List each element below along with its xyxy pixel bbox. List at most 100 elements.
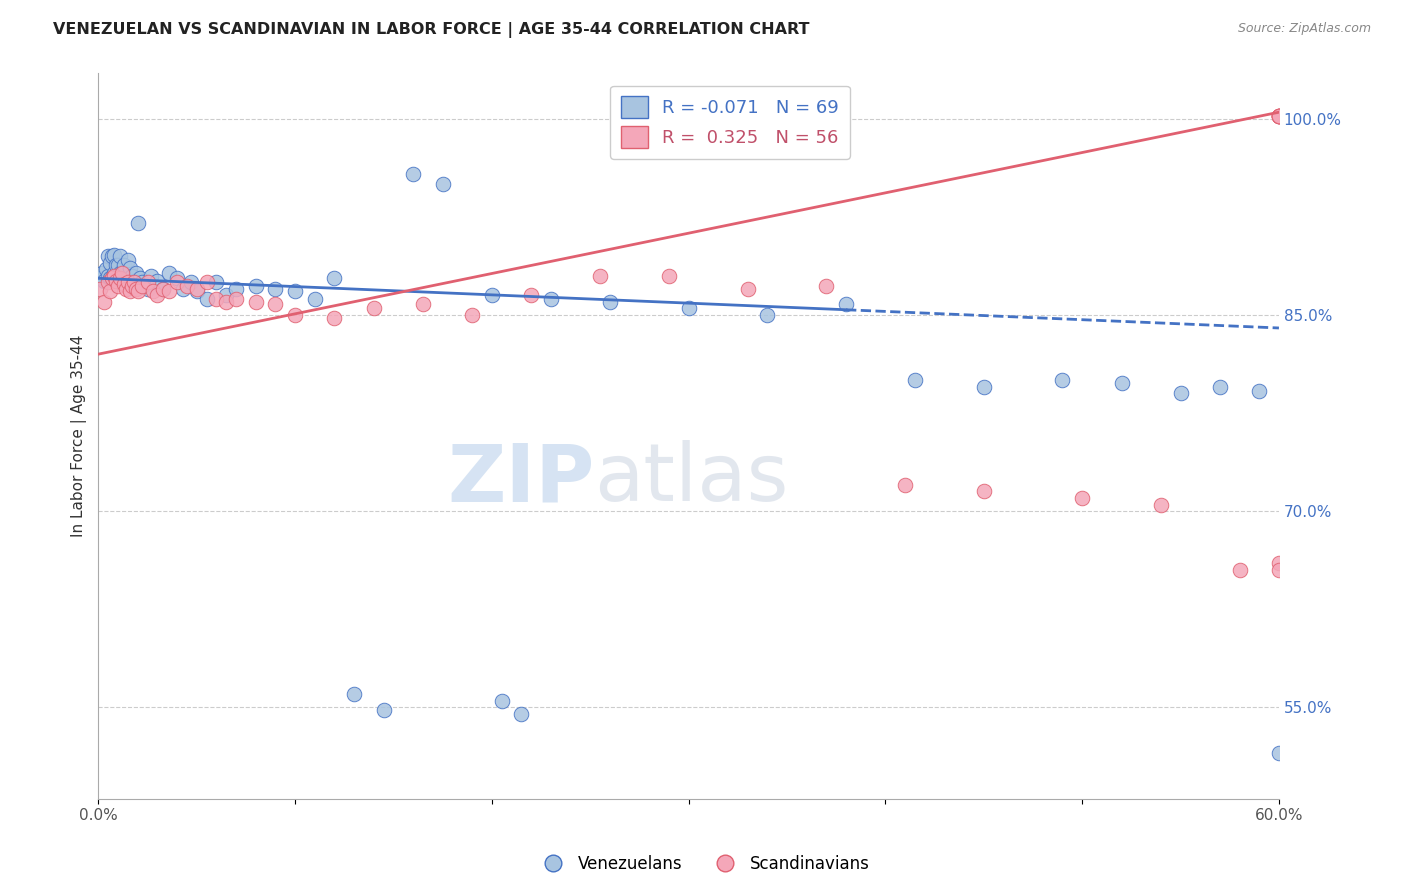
- Point: [98, 285, 121, 299]
- Point: [146, 274, 169, 288]
- Point: [1150, 498, 1173, 512]
- Point: [101, 271, 124, 285]
- Point: [678, 301, 700, 316]
- Point: [136, 275, 159, 289]
- Point: [432, 177, 454, 191]
- Point: [97, 249, 120, 263]
- Point: [510, 706, 533, 721]
- Point: [89, 271, 111, 285]
- Point: [97, 275, 120, 289]
- Point: [172, 282, 194, 296]
- Point: [520, 288, 543, 302]
- Point: [111, 266, 134, 280]
- Point: [894, 478, 917, 492]
- Point: [1229, 563, 1251, 577]
- Point: [599, 294, 621, 309]
- Point: [973, 380, 995, 394]
- Point: [737, 282, 759, 296]
- Point: [304, 292, 326, 306]
- Point: [141, 268, 163, 283]
- Point: [107, 258, 129, 272]
- Point: [115, 282, 138, 296]
- Point: [1268, 109, 1291, 123]
- Point: [127, 285, 149, 299]
- Point: [180, 275, 202, 289]
- Point: [115, 275, 138, 289]
- Point: [108, 266, 131, 280]
- Point: [128, 271, 150, 285]
- Point: [101, 271, 124, 285]
- Point: [103, 266, 125, 280]
- Point: [195, 292, 218, 306]
- Point: [152, 282, 174, 296]
- Point: [176, 279, 198, 293]
- Point: [166, 275, 188, 289]
- Point: [1268, 557, 1291, 571]
- Point: [481, 288, 503, 302]
- Point: [1268, 109, 1291, 123]
- Point: [111, 266, 134, 280]
- Point: [343, 687, 366, 701]
- Point: [756, 308, 779, 322]
- Point: [117, 271, 139, 285]
- Text: atlas: atlas: [595, 441, 789, 518]
- Point: [146, 288, 169, 302]
- Point: [125, 266, 148, 280]
- Point: [658, 268, 681, 283]
- Point: [105, 258, 128, 272]
- Point: [835, 297, 858, 311]
- Text: VENEZUELAN VS SCANDINAVIAN IN LABOR FORCE | AGE 35-44 CORRELATION CHART: VENEZUELAN VS SCANDINAVIAN IN LABOR FORC…: [53, 22, 810, 38]
- Point: [323, 310, 346, 325]
- Point: [111, 275, 134, 289]
- Point: [1111, 376, 1133, 390]
- Point: [1268, 563, 1291, 577]
- Point: [1268, 109, 1291, 123]
- Point: [245, 279, 267, 293]
- Point: [125, 282, 148, 296]
- Point: [402, 167, 425, 181]
- Point: [461, 308, 484, 322]
- Point: [98, 255, 121, 269]
- Point: [157, 285, 180, 299]
- Point: [89, 282, 111, 296]
- Point: [152, 282, 174, 296]
- Point: [245, 294, 267, 309]
- Point: [1268, 109, 1291, 123]
- Point: [157, 266, 180, 280]
- Point: [225, 282, 247, 296]
- Point: [127, 216, 149, 230]
- Point: [225, 292, 247, 306]
- Point: [103, 248, 125, 262]
- Point: [264, 297, 287, 311]
- Point: [136, 282, 159, 296]
- Point: [1209, 380, 1232, 394]
- Point: [205, 292, 228, 306]
- Text: ZIP: ZIP: [447, 441, 595, 518]
- Point: [103, 268, 125, 283]
- Point: [93, 274, 115, 288]
- Point: [323, 271, 346, 285]
- Point: [118, 285, 141, 299]
- Point: [373, 703, 395, 717]
- Point: [105, 271, 128, 285]
- Point: [112, 277, 135, 291]
- Point: [96, 262, 118, 277]
- Point: [215, 288, 238, 302]
- Point: [121, 268, 143, 283]
- Point: [122, 275, 145, 289]
- Point: [186, 282, 208, 296]
- Text: Source: ZipAtlas.com: Source: ZipAtlas.com: [1237, 22, 1371, 36]
- Point: [166, 271, 188, 285]
- Point: [1249, 384, 1271, 398]
- Point: [589, 268, 612, 283]
- Point: [540, 292, 562, 306]
- Point: [131, 279, 153, 293]
- Point: [98, 271, 121, 285]
- Point: [205, 275, 228, 289]
- Legend: Venezuelans, Scandinavians: Venezuelans, Scandinavians: [530, 848, 876, 880]
- Point: [1170, 386, 1192, 401]
- Point: [491, 694, 513, 708]
- Point: [904, 373, 927, 387]
- Point: [284, 308, 307, 322]
- Point: [131, 275, 153, 289]
